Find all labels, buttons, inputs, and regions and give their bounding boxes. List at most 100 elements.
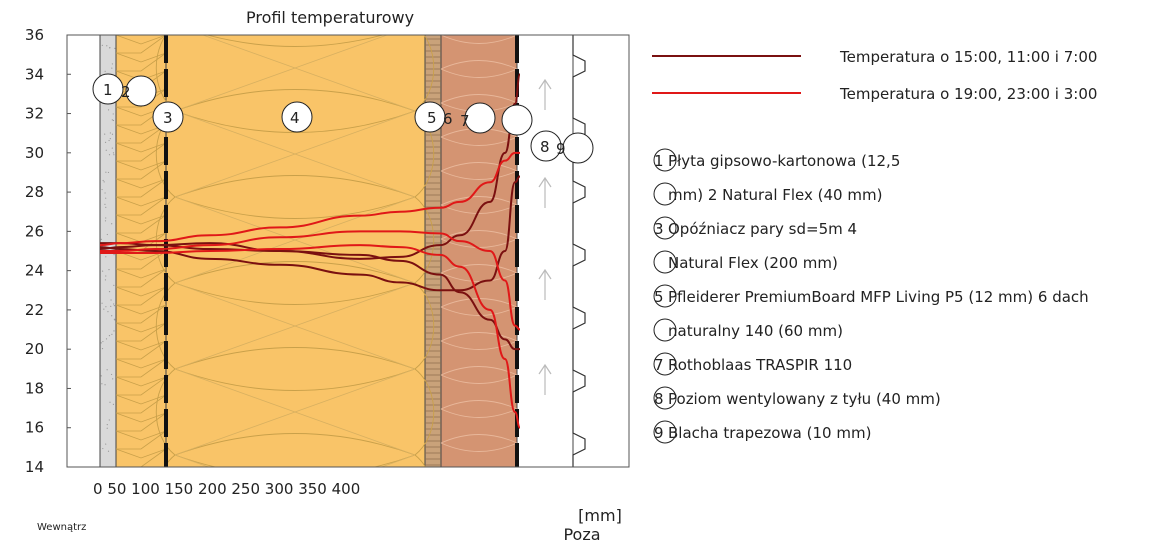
gypsum-speckle (109, 154, 110, 155)
gypsum-speckle (109, 335, 110, 336)
gypsum-speckle (108, 172, 109, 173)
layer-marker-circle (502, 105, 532, 135)
gypsum-speckle (112, 63, 113, 64)
gypsum-speckle (113, 120, 114, 121)
gypsum-speckle (101, 342, 102, 343)
layer-key-number: 5 (654, 288, 664, 306)
gypsum-speckle (105, 142, 106, 143)
gypsum-speckle (112, 147, 113, 148)
layer-key-text: Płyta gipsowo-kartonowa (12,5 (668, 152, 900, 170)
gypsum-speckle (113, 113, 114, 114)
layer-marker-label: 3 (163, 109, 173, 127)
layer-key-number: 3 (654, 220, 664, 238)
layer-marker-label: 9 (556, 140, 566, 158)
legend: Temperatura o 15:00, 11:00 i 7:00 Tempera… (652, 48, 1097, 103)
x-tick-label: 250 (227, 480, 260, 498)
layer-key: 1 Płyta gipsowo-kartonowa (12,5 mm) 2 Natu… (654, 149, 1089, 443)
gypsum-speckle (105, 198, 106, 199)
gypsum-speckle (101, 375, 102, 376)
gypsum-speckle (104, 181, 105, 182)
x-tick-label: 350 (293, 480, 326, 498)
gypsum-speckle (113, 285, 114, 286)
gypsum-speckle (107, 311, 108, 312)
gypsum-speckle (105, 256, 106, 257)
gypsum-speckle (102, 341, 103, 342)
y-axis: 141618202224262830323436 (25, 26, 71, 476)
gypsum-speckle (105, 279, 106, 280)
layer-key-text: Opóźniacz pary sd=5m 4 (668, 220, 857, 238)
x-tick-label: 400 (327, 480, 360, 498)
x-tick-label: 100 (126, 480, 159, 498)
trapezoidal-sheet (573, 35, 585, 467)
y-tick-label: 28 (25, 183, 44, 201)
gypsum-speckle (105, 220, 106, 221)
gypsum-speckle (113, 254, 114, 255)
gypsum-speckle (106, 45, 107, 46)
gypsum-speckle (106, 338, 107, 339)
layer-marker-label: 6 (443, 110, 453, 128)
gypsum-speckle (103, 309, 104, 310)
y-tick-label: 20 (25, 340, 44, 358)
gypsum-speckle (110, 138, 111, 139)
gypsum-speckle (105, 207, 106, 208)
layer-marker-label: 2 (121, 83, 131, 101)
gypsum-speckle (107, 234, 108, 235)
layer-key-number: 1 (654, 152, 664, 170)
gypsum-speckle (110, 299, 111, 300)
layer-key-text: Natural Flex (200 mm) (668, 254, 838, 272)
gypsum-speckle (110, 132, 111, 133)
insulation-fibre (156, 455, 434, 541)
gypsum-speckle (114, 319, 115, 320)
layer-key-number: 8 (654, 390, 664, 408)
gypsum-speckle (111, 67, 112, 68)
gypsum-speckle (104, 204, 105, 205)
gypsum-speckle (105, 275, 106, 276)
gypsum-speckle (103, 180, 104, 181)
gypsum-speckle (107, 424, 108, 425)
inside-label: Wewnątrz (37, 522, 86, 533)
gypsum-speckle (109, 419, 110, 420)
gypsum-speckle (113, 154, 114, 155)
gypsum-speckle (113, 330, 114, 331)
gypsum-speckle (111, 223, 112, 224)
x-tick-label: 300 (260, 480, 293, 498)
gypsum-speckle (102, 448, 103, 449)
gypsum-speckle (109, 47, 110, 48)
layer-key-text: Poziom wentylowany z tyłu (40 mm) (668, 390, 941, 408)
gypsum-speckle (114, 48, 115, 49)
gypsum-speckle (108, 269, 109, 270)
gypsum-speckle (113, 404, 114, 405)
gypsum-speckle (109, 291, 110, 292)
x-tick-label: 200 (193, 480, 226, 498)
x-tick-label: 0 (93, 480, 103, 498)
y-tick-label: 30 (25, 144, 44, 162)
gypsum-speckle (105, 443, 106, 444)
gypsum-speckle (114, 305, 115, 306)
y-tick-label: 22 (25, 301, 44, 319)
y-tick-label: 24 (25, 262, 44, 280)
gypsum-speckle (113, 303, 114, 304)
gypsum-speckle (108, 451, 109, 452)
gypsum-speckle (101, 383, 102, 384)
gypsum-speckle (111, 374, 112, 375)
wall-layers (100, 35, 573, 467)
gypsum-speckle (101, 189, 102, 190)
layer-marker-circle (563, 133, 593, 163)
gypsum-speckle (102, 45, 103, 46)
gypsum-speckle (102, 271, 103, 272)
gypsum-speckle (104, 384, 105, 385)
gypsum-speckle (105, 306, 106, 307)
gypsum-speckle (107, 369, 108, 370)
y-tick-label: 18 (25, 379, 44, 397)
gypsum-speckle (104, 192, 105, 193)
gypsum-speckle (101, 239, 102, 240)
layer-key-text: naturalny 140 (60 mm) (668, 322, 843, 340)
gypsum-speckle (105, 71, 106, 72)
gypsum-speckle (108, 140, 109, 141)
gypsum-speckle (105, 172, 106, 173)
layer-key-text: mm) 2 Natural Flex (40 mm) (668, 186, 882, 204)
insulation-fibre (175, 455, 415, 541)
gypsum-speckle (108, 109, 109, 110)
y-tick-label: 36 (25, 26, 44, 44)
